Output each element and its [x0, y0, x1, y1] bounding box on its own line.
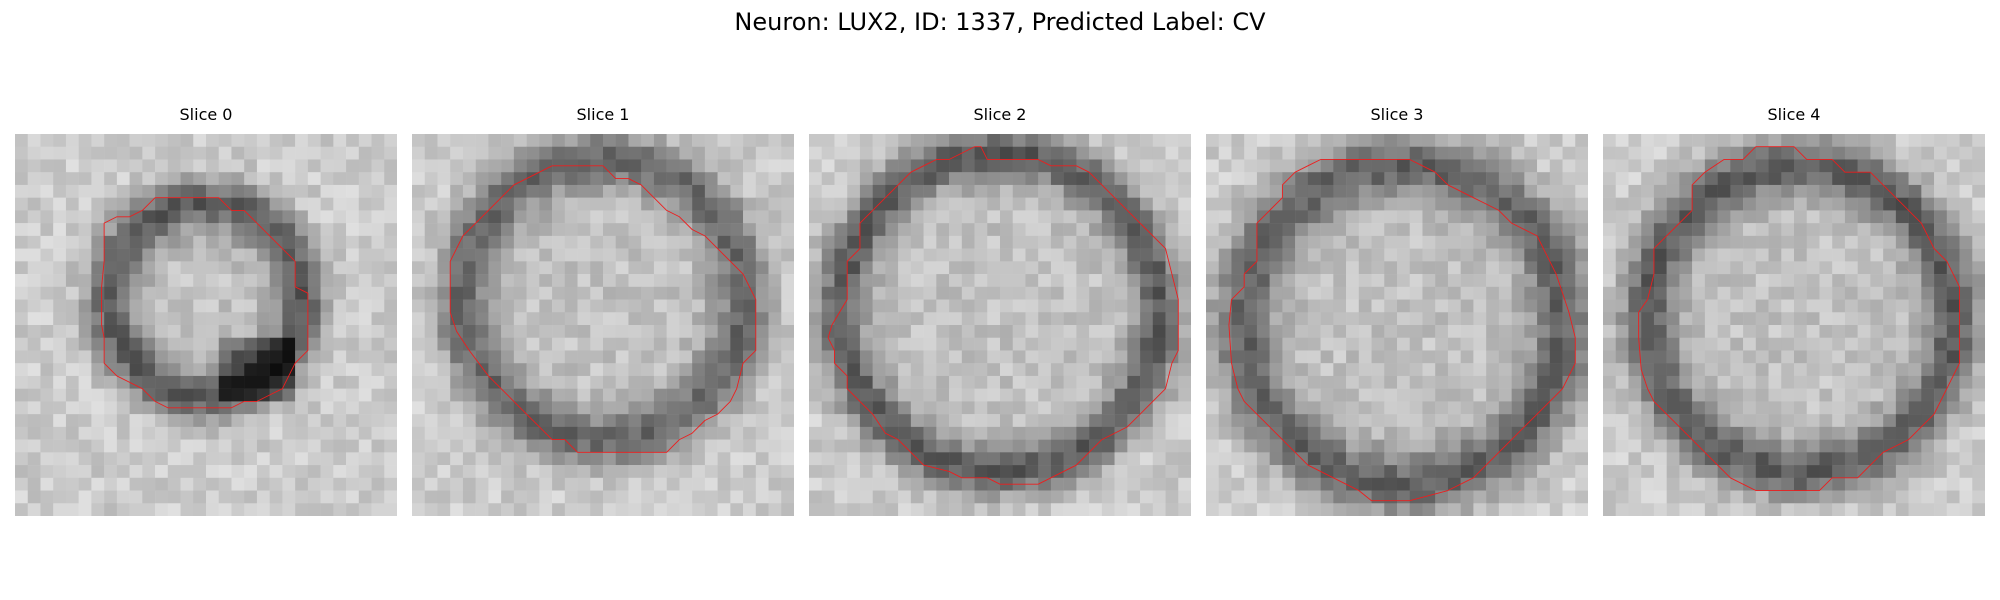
segmentation-contour-2	[827, 146, 1179, 485]
slice-image-3	[1206, 134, 1588, 516]
segmentation-contour-4	[1638, 146, 1960, 491]
slice-title-2: Slice 2	[973, 105, 1027, 124]
slice-title-4: Slice 4	[1767, 105, 1821, 124]
slice-title-0: Slice 0	[179, 105, 233, 124]
slice-image-0	[15, 134, 397, 516]
segmentation-contour-3	[1228, 159, 1576, 502]
slice-title-1: Slice 1	[576, 105, 630, 124]
slice-title-3: Slice 3	[1370, 105, 1424, 124]
slice-image-4	[1603, 134, 1985, 516]
slice-image-1	[412, 134, 794, 516]
segmentation-contour-1	[449, 165, 757, 453]
segmentation-contour-0	[101, 197, 309, 409]
slice-image-2	[809, 134, 1191, 516]
figure-title: Neuron: LUX2, ID: 1337, Predicted Label:…	[734, 8, 1266, 36]
